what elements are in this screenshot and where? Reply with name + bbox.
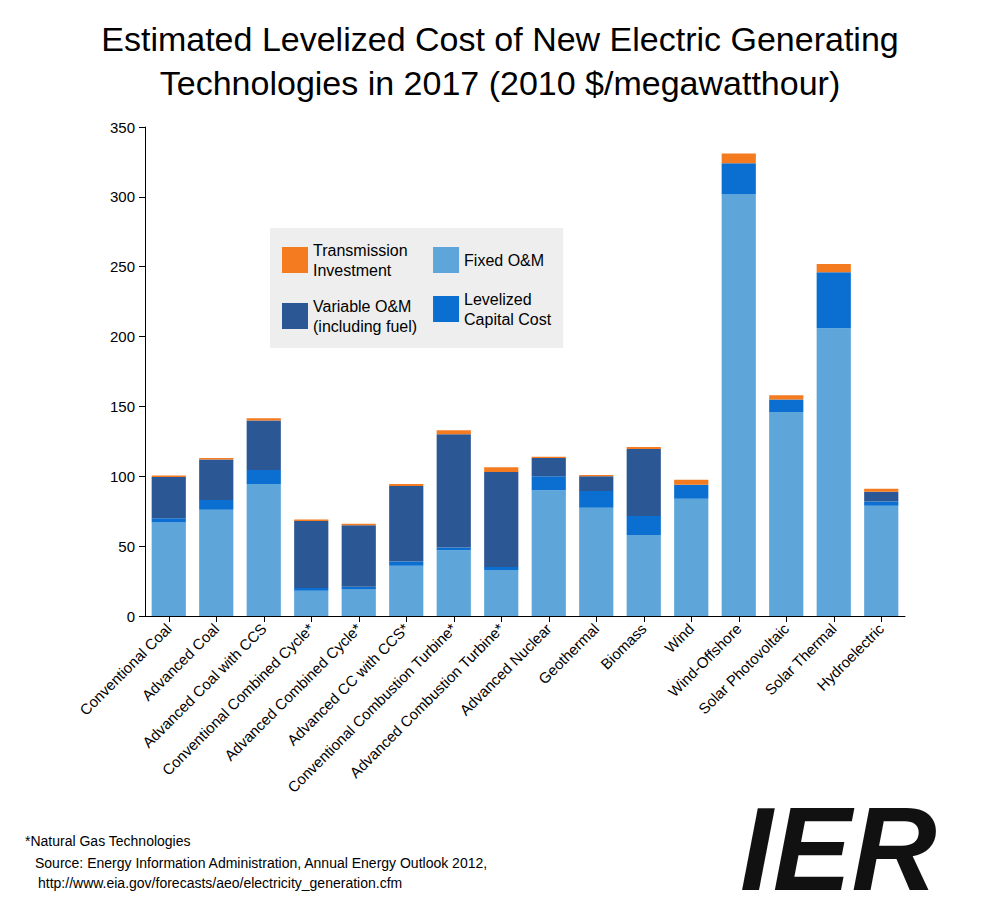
svg-text:50: 50	[118, 538, 135, 555]
svg-text:Levelized: Levelized	[464, 291, 532, 308]
svg-text:Transmission: Transmission	[313, 242, 408, 259]
svg-text:100: 100	[110, 468, 135, 485]
svg-text:Source: Energy Information Adm: Source: Energy Information Administratio…	[35, 855, 487, 871]
svg-text:Advanced Nuclear: Advanced Nuclear	[456, 620, 555, 719]
svg-text:Geothermal: Geothermal	[535, 620, 602, 687]
svg-text:200: 200	[110, 328, 135, 345]
svg-text:350: 350	[110, 119, 135, 136]
svg-text:150: 150	[110, 398, 135, 415]
svg-text:Conventional Combustion Turbin: Conventional Combustion Turbine*	[284, 620, 460, 796]
svg-text:300: 300	[110, 188, 135, 205]
svg-text:Technologies in 2017 (2010 $/m: Technologies in 2017 (2010 $/megawatthou…	[160, 64, 840, 102]
svg-text:Estimated Levelized Cost of Ne: Estimated Levelized Cost of New Electric…	[101, 20, 898, 58]
svg-text:(including fuel): (including fuel)	[313, 318, 417, 335]
svg-text:Conventional Combined Cycle*: Conventional Combined Cycle*	[158, 620, 318, 779]
svg-text:250: 250	[110, 258, 135, 275]
svg-text:Conventional Coal: Conventional Coal	[76, 620, 175, 719]
svg-text:http://www.eia.gov/forecasts/a: http://www.eia.gov/forecasts/aeo/electri…	[38, 875, 402, 891]
svg-text:*Natural Gas Technologies: *Natural Gas Technologies	[25, 833, 191, 849]
svg-text:Fixed O&M: Fixed O&M	[464, 252, 544, 269]
svg-text:Advanced Combustion Turbine*: Advanced Combustion Turbine*	[346, 620, 508, 781]
svg-text:Wind: Wind	[661, 620, 697, 656]
svg-text:Advanced CC with CCS*: Advanced CC with CCS*	[283, 620, 413, 749]
svg-text:Biomass: Biomass	[597, 620, 650, 673]
svg-text:Wind-Offshore: Wind-Offshore	[664, 620, 745, 701]
svg-text:Advanced Coal with CCS: Advanced Coal with CCS	[138, 620, 270, 751]
svg-text:Solar Thermal: Solar Thermal	[761, 620, 840, 699]
svg-text:Variable O&M: Variable O&M	[313, 298, 411, 315]
svg-text:IER: IER	[740, 783, 937, 913]
svg-text:0: 0	[127, 608, 135, 625]
svg-text:Capital Cost: Capital Cost	[464, 311, 552, 328]
svg-text:Advanced Combined Cycle*: Advanced Combined Cycle*	[220, 620, 365, 764]
svg-text:Advanced Coal: Advanced Coal	[138, 620, 223, 704]
svg-text:Investment: Investment	[313, 262, 392, 279]
svg-text:Hydroelectric: Hydroelectric	[813, 620, 887, 694]
svg-text:Solar Photovoltaic: Solar Photovoltaic	[694, 620, 793, 718]
